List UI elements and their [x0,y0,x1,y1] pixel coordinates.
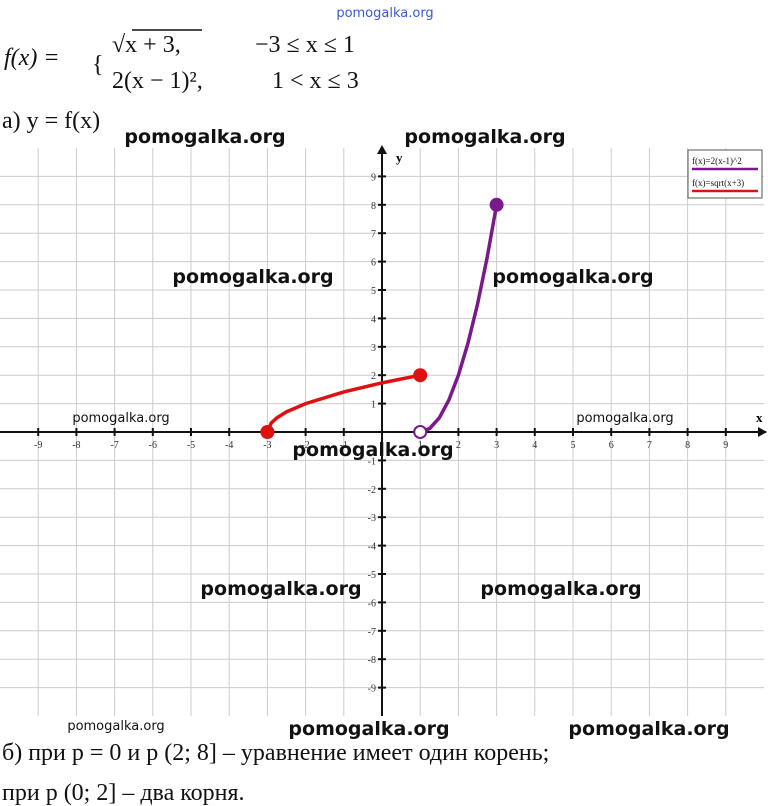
x-tick-label: -6 [149,440,157,451]
y-tick-label: -2 [368,485,376,496]
x-tick-label: -8 [72,440,80,451]
watermark: pomogalka.org [492,266,653,288]
endpoint [413,368,428,383]
formula-cond2: 1 < x ≤ 3 [272,68,359,94]
watermark: pomogalka.org [576,411,673,426]
y-tick-label: 3 [371,343,376,354]
y-tick-label: 6 [371,258,376,269]
x-tick-label: -3 [263,440,271,451]
x-arrow [758,427,767,437]
y-tick-label: -4 [368,542,376,553]
x-tick-label: 7 [647,440,652,451]
y-arrow [377,145,387,154]
watermark: pomogalka.org [124,126,285,148]
x-tick-label: 1 [418,440,423,451]
y-axis-label: y [396,150,403,165]
endpoint [260,425,275,439]
y-tick-label: -5 [368,570,376,581]
y-tick-label: 9 [371,172,376,183]
curve [419,204,499,434]
x-tick-label: -9 [34,440,42,451]
legend-label: f(x)=2(x-1)^2 [692,156,742,166]
answer-line: при p (0; 2] – два корня. [2,780,245,806]
curve [265,373,421,433]
y-tick-label: 4 [371,314,376,325]
x-tick-label: -5 [187,440,195,451]
watermark: pomogalka.org [292,439,453,461]
watermark: pomogalka.org [72,411,169,426]
x-tick-label: 4 [532,440,537,451]
x-tick-label: -2 [301,440,309,451]
x-tick-label: 2 [456,440,461,451]
legend-label: f(x)=sqrt(x+3) [692,178,744,188]
endpoint [489,197,504,212]
watermark: pomogalka.org [288,718,449,740]
y-tick-label: 7 [371,229,376,240]
formula-case2: 2(x − 1)², [112,68,203,94]
y-tick-label: -7 [368,627,376,638]
y-tick-label: -9 [368,684,376,695]
watermark: pomogalka.org [404,126,565,148]
site-header: pomogalka.org [336,6,433,21]
y-tick-label: -6 [368,598,376,609]
x-tick-label: 5 [571,440,576,451]
watermark: pomogalka.org [480,578,641,600]
formula-cond1: −3 ≤ x ≤ 1 [255,32,355,58]
x-tick-label: 6 [609,440,614,451]
x-tick-label: -1 [340,440,348,451]
y-tick-label: 1 [371,400,376,411]
y-tick-label: 8 [371,201,376,212]
y-tick-label: -8 [368,655,376,666]
x-tick-label: 8 [685,440,690,451]
part-a: а) y = f(x) [2,108,100,134]
watermark: pomogalka.org [172,266,333,288]
watermark: pomogalka.org [568,718,729,740]
y-tick-label: -1 [368,456,376,467]
watermark: pomogalka.org [200,578,361,600]
y-tick-label: 5 [371,286,376,297]
watermarks: pomogalka.org pomogalka.org pomogalka.org p… [0,0,729,740]
answer-line: б) при p = 0 и p (2; 8] – уравнение имее… [2,740,549,766]
graph: -9 -8 -7 -6 -5 -4 -3 -2 -1 1 2 3 4 5 6 7 8 9 -9 -8 -7 -6 -5 -4 -… [0,145,767,716]
endpoint [413,425,428,439]
y-tick-label: 2 [371,371,376,382]
formula-case1: √x + 3, [112,32,181,58]
x-tick-label: -7 [110,440,118,451]
x-tick-label: 9 [723,440,728,451]
x-tick-label: 3 [494,440,499,451]
brace: { [92,52,104,78]
watermark: pomogalka.org [0,0,97,4]
x-axis-label: x [756,410,763,425]
formula-lhs: f(x) = [4,45,60,71]
x-tick-label: -4 [225,440,233,451]
y-tick-label: -3 [368,513,376,524]
watermark: pomogalka.org [67,719,164,734]
